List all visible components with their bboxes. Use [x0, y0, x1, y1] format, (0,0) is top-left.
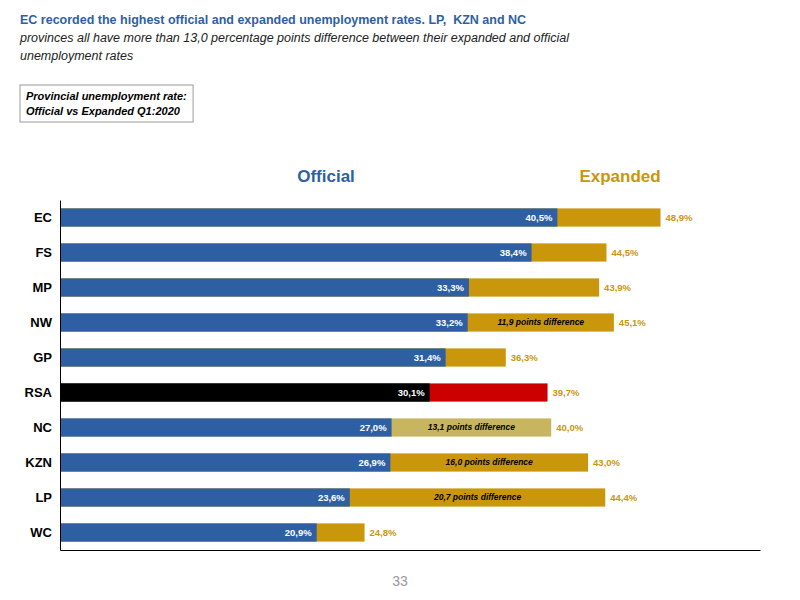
bar [60, 488, 605, 506]
bar [60, 348, 446, 366]
axis-line [60, 201, 61, 551]
title-line: EC recorded the highest official and exp… [20, 13, 526, 27]
data-label: 44,5% [611, 247, 638, 258]
axis-line [61, 550, 761, 551]
bar [60, 348, 506, 366]
title-line: provinces all have more than 13,0 percen… [19, 31, 570, 45]
data-label: 44,4% [610, 492, 637, 503]
data-label: 20,9% [285, 527, 312, 538]
annotation: 13,1 points difference [428, 422, 516, 432]
data-label: 40,5% [525, 212, 552, 223]
tick-label: WC [30, 525, 52, 540]
bar [60, 313, 468, 331]
bar [60, 418, 392, 436]
subtitle: Provincial unemployment rate: Official vs… [20, 85, 193, 122]
tick: WC [30, 525, 60, 540]
bars [60, 208, 661, 541]
data-label: 24,8% [370, 527, 397, 538]
bar [60, 243, 606, 261]
annotation: 16,0 points difference [446, 457, 534, 467]
tick-label: NW [30, 315, 52, 330]
tick-label: KZN [25, 455, 52, 470]
tick: EC [34, 210, 60, 225]
data-label: 30,1% [398, 387, 425, 398]
title-line: unemployment rates [20, 49, 133, 63]
tick: KZN [25, 455, 60, 470]
tick-label: NC [33, 420, 52, 435]
title: EC recorded the highest official and exp… [19, 13, 570, 63]
tick: NC [33, 420, 60, 435]
data-label: 23,6% [318, 492, 345, 503]
data-label: 39,7% [553, 387, 580, 398]
annotations: 11,9 points difference 13,1 points differ… [392, 317, 584, 589]
tick: LP [35, 490, 60, 505]
bar [60, 523, 365, 541]
bar [60, 313, 614, 331]
tick-label: EC [34, 210, 53, 225]
annotation: 11,9 points difference [497, 317, 584, 327]
bar [60, 453, 390, 471]
data-labels: 40,5% 38,4% 33,3% 33,2% 31,4% 30,1% 27,0% 26,9%… [285, 212, 693, 538]
subtitle-box [20, 85, 193, 122]
data-label: 33,2% [436, 317, 463, 328]
x-axis [61, 550, 761, 551]
tick: MP [33, 280, 61, 295]
data-label: 36,3% [511, 352, 538, 363]
data-label: 48,9% [666, 212, 693, 223]
data-label: 38,4% [500, 247, 527, 258]
bar [60, 523, 317, 541]
bar [60, 278, 599, 296]
tick-label: MP [33, 280, 53, 295]
y-axis: EC FS MP NW GP RSA NC KZN LP WC [25, 201, 61, 551]
tick: GP [33, 350, 60, 365]
bar [60, 418, 551, 436]
data-label: 33,3% [437, 282, 464, 293]
data-label: 45,1% [619, 317, 646, 328]
bar [60, 383, 548, 401]
annotation: 20,7 points difference [433, 492, 522, 502]
data-label: 43,9% [604, 282, 631, 293]
bar [60, 208, 557, 226]
chart: EC recorded the highest official and exp… [0, 0, 800, 600]
data-label: 26,9% [358, 457, 385, 468]
tick: NW [30, 315, 60, 330]
data-label: 43,0% [593, 457, 620, 468]
tick: RSA [25, 385, 60, 400]
page-number: 33 [392, 573, 408, 589]
subtitle-line: Provincial unemployment rate: [26, 90, 187, 102]
bar [60, 383, 430, 401]
bar [60, 243, 532, 261]
subtitle-line: Official vs Expanded Q1:2020 [26, 105, 181, 117]
series-header: Official [297, 167, 355, 186]
bar [60, 278, 469, 296]
tick-label: RSA [25, 385, 53, 400]
tick-label: FS [35, 245, 52, 260]
tick-label: GP [33, 350, 52, 365]
tick: FS [35, 245, 60, 260]
plot: EC FS MP NW GP RSA NC KZN LP WC 40,5% 38,4% 33,3% 33,… [25, 201, 761, 551]
data-label: 40,0% [556, 422, 583, 433]
data-label: 31,4% [414, 352, 441, 363]
series-header: Expanded [579, 167, 660, 186]
data-label: 27,0% [360, 422, 387, 433]
bar [60, 208, 661, 226]
bar [60, 488, 350, 506]
bar [60, 453, 588, 471]
tick-label: LP [35, 490, 52, 505]
